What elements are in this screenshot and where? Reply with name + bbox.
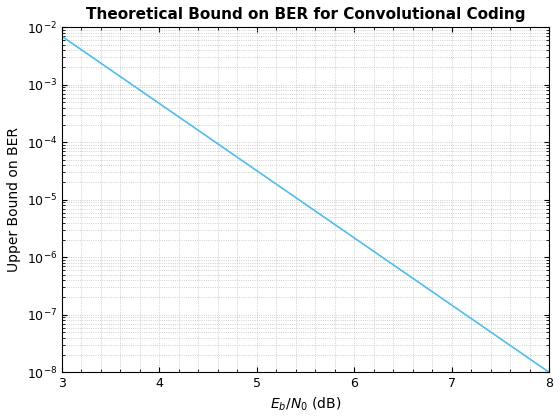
X-axis label: $E_b/N_0$ (dB): $E_b/N_0$ (dB)	[270, 396, 341, 413]
Title: Theoretical Bound on BER for Convolutional Coding: Theoretical Bound on BER for Convolution…	[86, 7, 525, 22]
Y-axis label: Upper Bound on BER: Upper Bound on BER	[7, 127, 21, 272]
